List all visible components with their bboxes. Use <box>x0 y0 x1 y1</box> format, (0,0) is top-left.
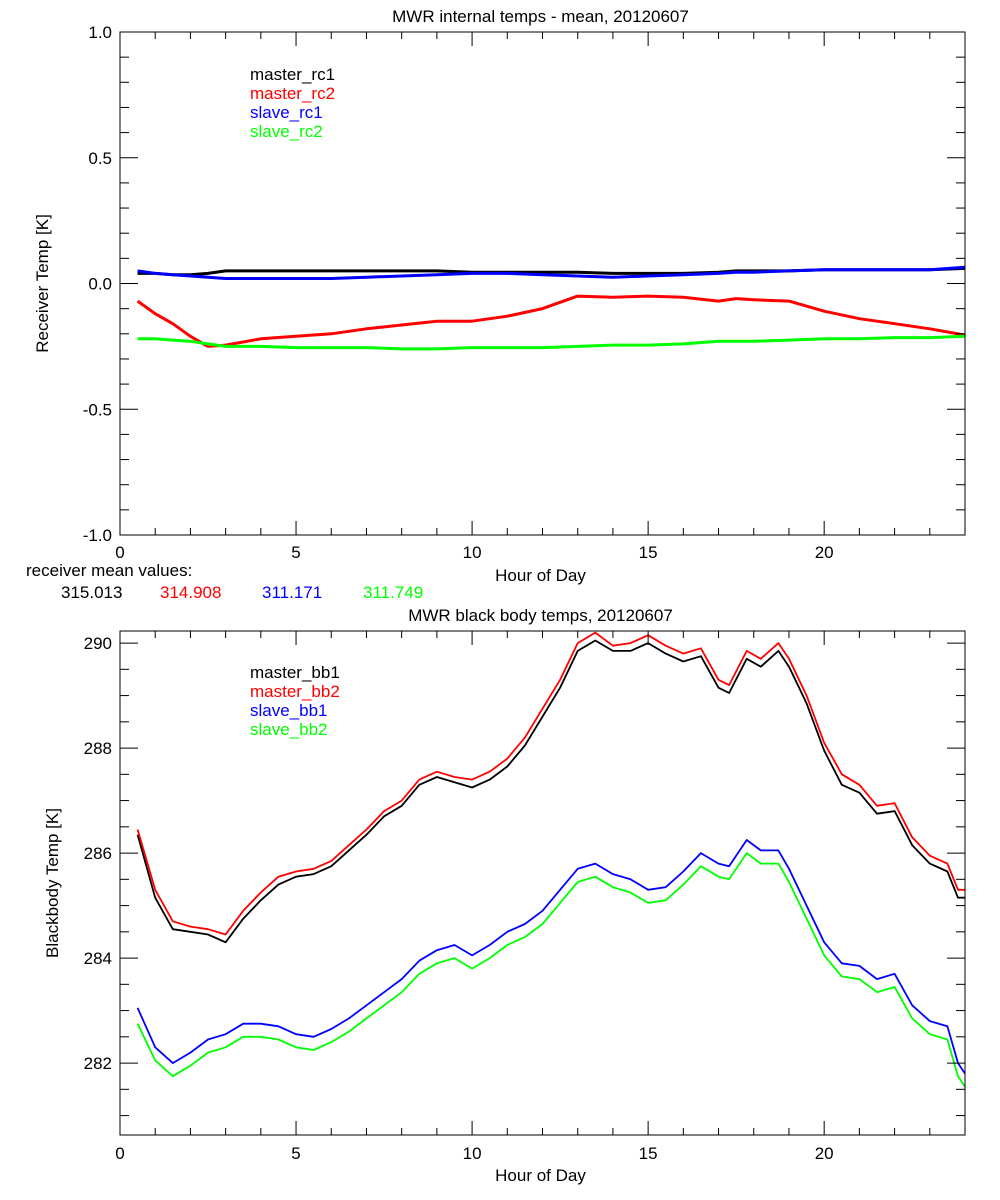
x-tick-label: 10 <box>463 543 482 562</box>
y-axis-label: Blackbody Temp [K] <box>43 808 62 958</box>
x-tick-label: 0 <box>115 1144 124 1163</box>
legend-entry-master_rc1: master_rc1 <box>250 65 335 84</box>
series-line-master_bb2 <box>136 631 965 936</box>
y-tick-label: 0.5 <box>88 149 112 168</box>
receiver-mean-value: 315.013 <box>61 583 122 602</box>
legend-entry-master_bb1: master_bb1 <box>250 663 340 682</box>
series-line-slave_rc2 <box>137 334 966 351</box>
receiver-mean-value: 311.749 <box>363 583 423 602</box>
y-tick-label: -0.5 <box>83 400 112 419</box>
series-line-master_bb1 <box>136 639 965 944</box>
y-tick-label: 1.0 <box>88 23 112 42</box>
y-axis-label: Receiver Temp [K] <box>33 214 52 353</box>
y-tick-label: 0.0 <box>88 275 112 294</box>
x-axis-label: Hour of Day <box>495 1166 586 1185</box>
series-line-slave_bb2 <box>136 852 966 1088</box>
legend-entry-slave_rc2: slave_rc2 <box>250 122 323 141</box>
chart-title: MWR internal temps - mean, 20120607 <box>392 7 689 26</box>
plot-2 <box>119 630 966 1136</box>
y-tick-label: 290 <box>84 634 112 653</box>
legend-entry-slave_bb1: slave_bb1 <box>250 701 328 720</box>
y-tick-label: -1.0 <box>83 526 112 545</box>
plot-frame <box>119 31 966 536</box>
x-tick-label: 15 <box>639 1144 658 1163</box>
x-tick-label: 10 <box>463 1144 482 1163</box>
receiver-mean-value: 311.171 <box>262 583 322 602</box>
x-tick-label: 5 <box>291 543 300 562</box>
x-tick-label: 20 <box>815 543 834 562</box>
x-tick-label: 15 <box>639 543 658 562</box>
legend-entry-slave_bb2: slave_bb2 <box>250 720 328 739</box>
y-tick-label: 282 <box>84 1054 112 1073</box>
y-tick-label: 286 <box>84 844 112 863</box>
chart-title: MWR black body temps, 20120607 <box>408 606 673 625</box>
y-tick-label: 284 <box>84 949 112 968</box>
legend-entry-master_bb2: master_bb2 <box>250 682 340 701</box>
plot-1 <box>119 31 966 536</box>
y-tick-label: 288 <box>84 739 112 758</box>
legend-entry-slave_rc1: slave_rc1 <box>250 103 323 122</box>
x-tick-label: 0 <box>115 543 124 562</box>
x-tick-label: 5 <box>291 1144 300 1163</box>
series-line-slave_rc1 <box>137 265 966 280</box>
x-tick-label: 20 <box>815 1144 834 1163</box>
x-axis-label: Hour of Day <box>495 566 586 585</box>
receiver-mean-label: receiver mean values: <box>26 561 192 580</box>
series-line-slave_bb1 <box>136 839 966 1075</box>
legend-entry-master_rc2: master_rc2 <box>250 84 335 103</box>
plot-frame <box>119 630 966 1136</box>
receiver-mean-value: 314.908 <box>160 583 221 602</box>
